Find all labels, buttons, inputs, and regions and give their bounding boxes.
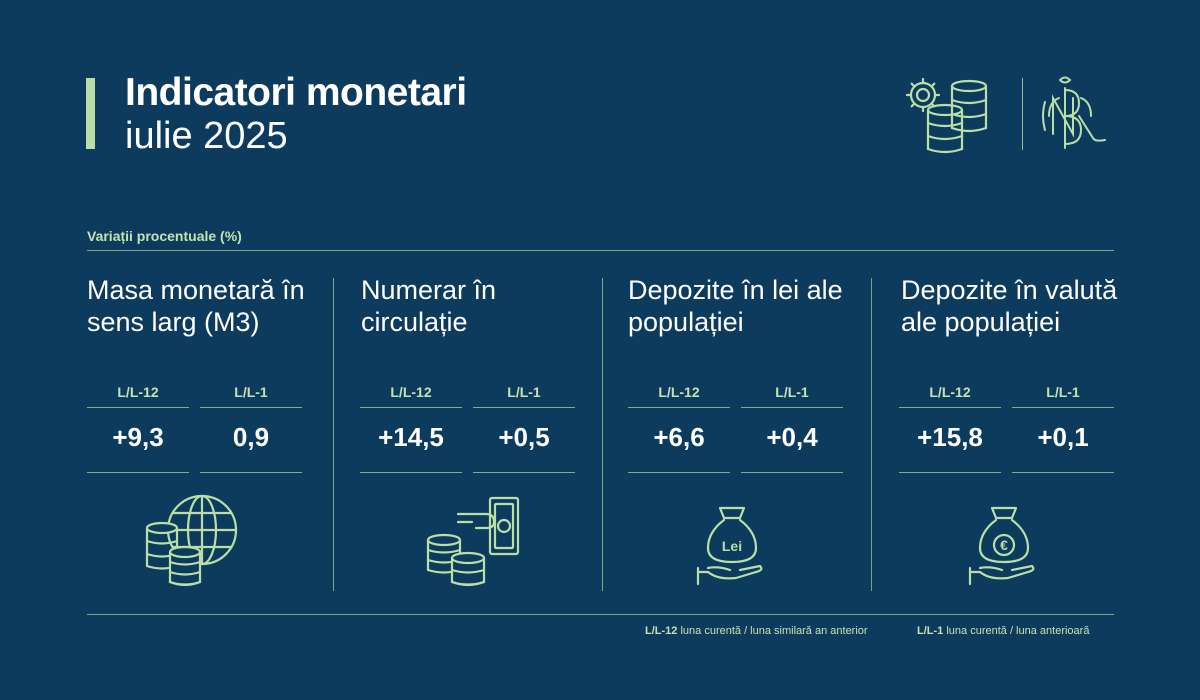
header-divider (1022, 78, 1023, 150)
ll1-label: L/L-1 (1046, 384, 1080, 400)
globe-coins-icon (145, 494, 238, 586)
divider (628, 472, 730, 473)
cash-coins-icon (426, 496, 520, 587)
column-divider (602, 278, 603, 591)
footer-ll1-desc: luna curentă / luna anterioară (946, 625, 1090, 637)
divider (473, 407, 575, 408)
ll12-label: L/L-12 (658, 384, 700, 400)
divider (899, 472, 1001, 473)
ll12-value: +9,3 (112, 422, 164, 452)
page-title: Indicatori monetari (125, 71, 467, 114)
ll1-label: L/L-1 (507, 384, 541, 400)
ll1-value: 0,9 (232, 422, 270, 452)
lei-moneybag-hand-icon: Lei (696, 506, 763, 586)
divider (473, 472, 575, 473)
indicator-title-depozite-valuta: Depozite în valută ale populației (901, 275, 1118, 337)
divider (741, 472, 843, 473)
ll12-label: L/L-12 (117, 384, 159, 400)
section-label: Variații procentuale (%) (87, 228, 242, 244)
divider (1012, 407, 1114, 408)
indicator-title-numerar: Numerar în circulație (361, 275, 497, 337)
page-subtitle: iulie 2025 (125, 115, 288, 157)
column-divider (333, 278, 334, 591)
gear-database-icon (905, 77, 988, 154)
euro-icon-label: € (1000, 537, 1008, 553)
ll12-value: +15,8 (917, 422, 983, 452)
indicator-title-depozite-lei: Depozite în lei ale populației (628, 275, 843, 337)
lei-icon-label: Lei (722, 538, 742, 554)
ll12-label: L/L-12 (390, 384, 432, 400)
divider (628, 407, 730, 408)
divider (360, 407, 462, 408)
ll1-value: +0,5 (498, 422, 550, 452)
ll1-label: L/L-1 (775, 384, 809, 400)
ll1-value: +0,4 (766, 422, 818, 452)
divider (1012, 472, 1114, 473)
bnr-monogram-logo (1042, 76, 1106, 149)
footer-ll12-desc: luna curentă / luna similară an anterior (680, 625, 868, 637)
divider (200, 407, 302, 408)
euro-moneybag-hand-icon: € (968, 506, 1035, 586)
divider (899, 407, 1001, 408)
divider (360, 472, 462, 473)
divider (87, 407, 189, 408)
title-accent-bar (86, 78, 95, 149)
footer-legend-ll1: L/L-1 luna curentă / luna anterioară (917, 625, 1089, 637)
divider (87, 472, 189, 473)
ll1-value: +0,1 (1037, 422, 1089, 452)
footer-ll1-key: L/L-1 (917, 625, 944, 637)
divider (741, 407, 843, 408)
footer-ll12-key: L/L-12 (645, 625, 678, 637)
ll12-label: L/L-12 (929, 384, 971, 400)
ll12-value: +6,6 (653, 422, 705, 452)
header-icons (905, 76, 1106, 154)
top-rule (87, 250, 1114, 251)
ll12-value: +14,5 (378, 422, 444, 452)
column-divider (871, 278, 872, 591)
divider (200, 472, 302, 473)
ll1-label: L/L-1 (234, 384, 268, 400)
indicator-title-m3: Masa monetară în sens larg (M3) (87, 275, 305, 337)
footer-legend-ll12: L/L-12 luna curentă / luna similară an a… (645, 625, 868, 637)
bottom-rule (87, 614, 1114, 615)
